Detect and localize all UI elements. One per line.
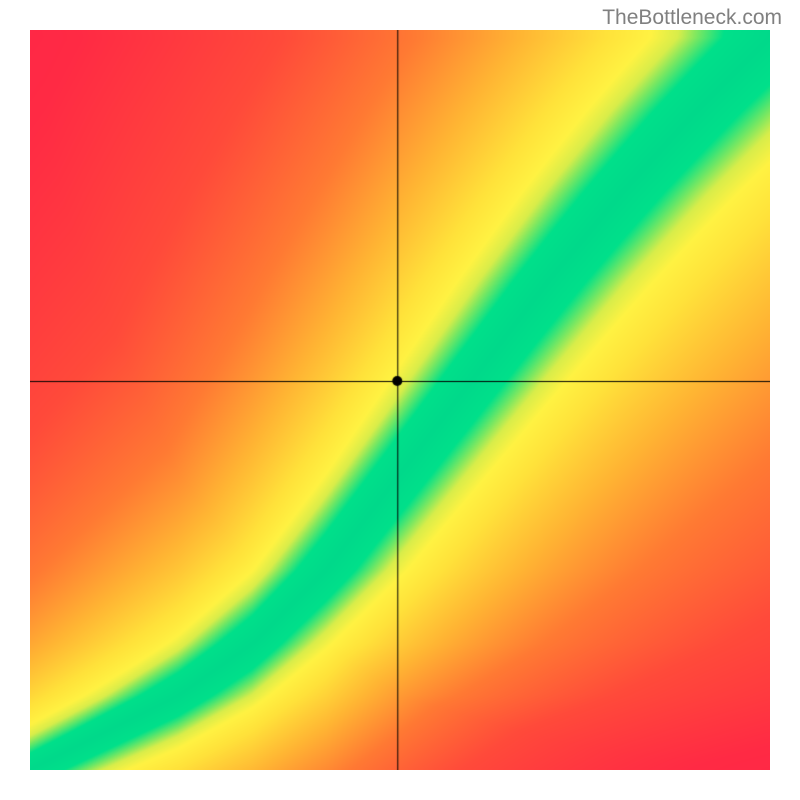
bottleneck-heatmap xyxy=(30,30,770,770)
heatmap-canvas xyxy=(30,30,770,770)
watermark-text: TheBottleneck.com xyxy=(602,6,782,30)
